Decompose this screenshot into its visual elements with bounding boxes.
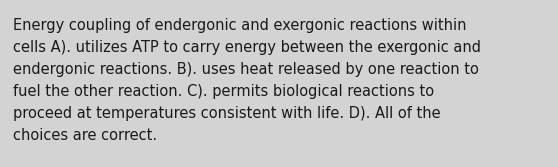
Text: choices are correct.: choices are correct.	[13, 128, 157, 143]
Text: endergonic reactions. B). uses heat released by one reaction to: endergonic reactions. B). uses heat rele…	[13, 62, 479, 77]
Text: cells A). utilizes ATP to carry energy between the exergonic and: cells A). utilizes ATP to carry energy b…	[13, 40, 481, 55]
Text: proceed at temperatures consistent with life. D). All of the: proceed at temperatures consistent with …	[13, 106, 441, 121]
Text: Energy coupling of endergonic and exergonic reactions within: Energy coupling of endergonic and exergo…	[13, 18, 466, 33]
Text: fuel the other reaction. C). permits biological reactions to: fuel the other reaction. C). permits bio…	[13, 84, 434, 99]
